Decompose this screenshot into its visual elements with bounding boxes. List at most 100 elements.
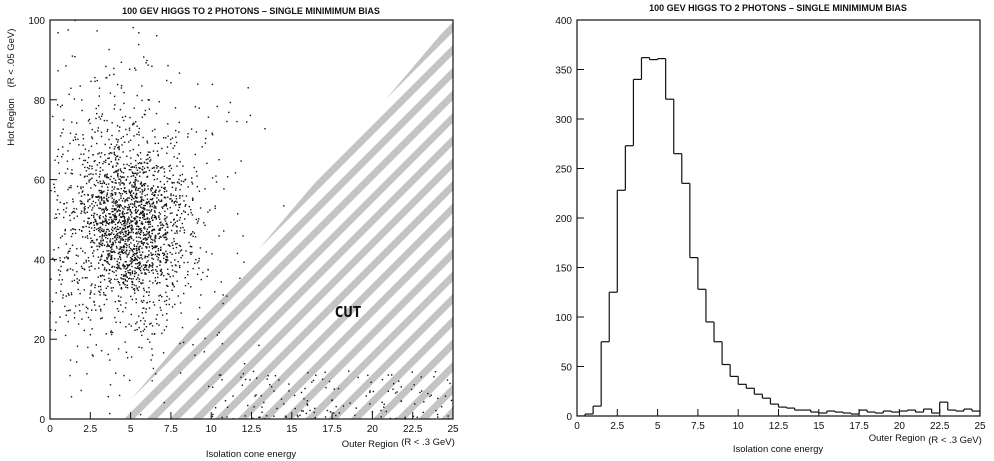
scatter-point	[147, 99, 149, 101]
scatter-point	[92, 200, 94, 203]
scatter-point	[148, 169, 151, 172]
scatter-point	[135, 179, 137, 181]
scatter-point	[140, 230, 142, 232]
scatter-point	[75, 305, 77, 307]
scatter-point	[169, 138, 172, 141]
scatter-point	[435, 409, 437, 412]
scatter-point	[172, 174, 174, 176]
scatter-point	[118, 266, 120, 268]
scatter-point	[87, 346, 89, 349]
scatter-point	[156, 270, 158, 273]
scatter-point	[146, 140, 148, 142]
scatter-point	[57, 247, 60, 249]
scatter-point	[148, 220, 150, 222]
scatter-point	[183, 232, 186, 234]
scatter-point	[153, 246, 155, 249]
scatter-point	[99, 291, 101, 294]
scatter-point	[151, 65, 153, 67]
scatter-point	[196, 186, 198, 188]
scatter-point	[147, 64, 149, 66]
scatter-point	[59, 257, 61, 259]
scatter-point	[215, 175, 217, 177]
scatter-point	[190, 212, 192, 214]
scatter-point	[165, 303, 168, 306]
scatter-point	[71, 169, 73, 171]
scatter-point	[110, 257, 112, 260]
scatter-point	[93, 183, 96, 186]
scatter-point	[99, 156, 102, 158]
scatter-point	[64, 334, 67, 337]
scatter-point	[115, 233, 118, 236]
scatter-point	[121, 249, 123, 251]
scatter-point	[198, 267, 200, 269]
scatter-point	[171, 242, 173, 244]
scatter-point	[167, 268, 169, 270]
scatter-point	[50, 329, 52, 331]
scatter-point	[100, 275, 102, 278]
scatter-point	[145, 238, 148, 241]
scatter-point	[266, 415, 268, 417]
scatter-point	[89, 297, 91, 299]
scatter-point	[118, 394, 121, 397]
scatter-point	[148, 218, 150, 220]
scatter-point	[106, 258, 109, 260]
scatter-point	[70, 229, 72, 231]
scatter-point	[147, 151, 150, 153]
scatter-point	[118, 282, 120, 284]
scatter-point	[370, 381, 372, 383]
scatter-point	[103, 229, 105, 231]
scatter-point	[119, 156, 121, 159]
histogram-bin	[794, 408, 803, 411]
scatter-point	[139, 171, 141, 173]
scatter-point	[115, 192, 117, 194]
scatter-point	[160, 221, 162, 223]
scatter-point	[146, 291, 148, 293]
scatter-point	[70, 172, 72, 175]
scatter-point	[133, 123, 135, 125]
histogram-bin	[906, 409, 916, 412]
scatter-point	[120, 287, 123, 289]
scatter-point	[67, 257, 69, 260]
scatter-point	[232, 395, 234, 397]
scatter-point	[82, 250, 84, 252]
scatter-point	[105, 214, 107, 216]
scatter-point	[106, 261, 108, 263]
scatter-point	[170, 221, 172, 223]
scatter-point	[143, 212, 145, 215]
scatter-point	[156, 323, 158, 325]
histogram-bin	[608, 291, 618, 342]
scatter-point	[171, 265, 173, 267]
scatter-point	[130, 295, 132, 298]
scatter-point	[129, 203, 132, 205]
scatter-point	[105, 215, 107, 218]
scatter-point	[125, 268, 127, 270]
histogram-bin	[705, 289, 715, 323]
scatter-point	[174, 221, 176, 224]
scatter-point	[148, 266, 150, 268]
scatter-point	[114, 235, 117, 237]
scatter-point	[104, 218, 106, 220]
scatter-point	[135, 232, 137, 235]
scatter-point	[114, 208, 116, 210]
scatter-point	[88, 223, 91, 225]
scatter-point	[151, 264, 154, 267]
scatter-point	[73, 207, 75, 210]
scatter-point	[78, 192, 80, 194]
scatter-point	[117, 310, 120, 312]
scatter-point	[96, 30, 98, 32]
scatter-point	[108, 272, 110, 275]
scatter-point	[64, 172, 67, 174]
scatter-point	[151, 257, 153, 259]
scatter-point	[80, 200, 83, 203]
x-tick-label: 7.5	[691, 421, 705, 432]
scatter-point	[156, 167, 158, 169]
scatter-point	[135, 215, 138, 218]
scatter-point	[163, 183, 165, 185]
scatter-point	[52, 115, 54, 118]
histogram-bin	[810, 410, 819, 413]
scatter-point	[101, 191, 103, 194]
scatter-point	[182, 165, 184, 167]
scatter-point	[148, 202, 151, 205]
scatter-point	[71, 233, 74, 235]
scatter-point	[206, 162, 208, 164]
